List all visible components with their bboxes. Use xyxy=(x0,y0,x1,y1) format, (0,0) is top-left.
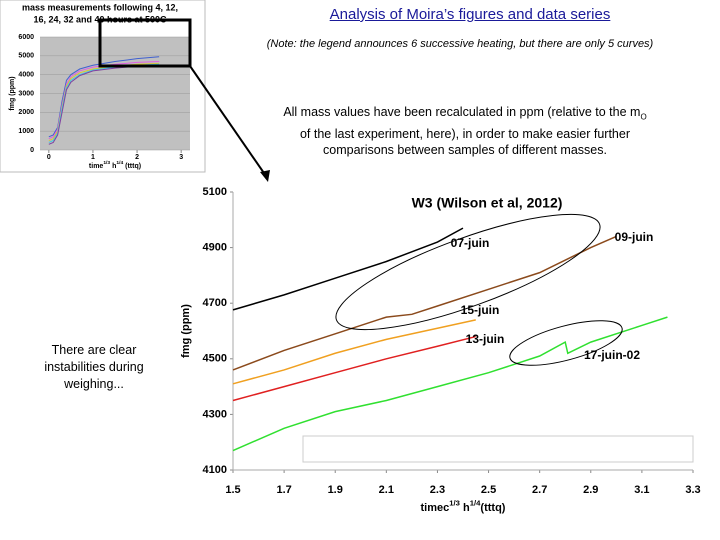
highlight-ellipse xyxy=(509,320,623,366)
curve-label: 15-juin xyxy=(461,303,500,317)
y-tick-label: 4500 xyxy=(203,353,227,365)
data-line xyxy=(232,227,464,311)
x-tick-label: 2.5 xyxy=(481,484,496,496)
y-tick-label: 4300 xyxy=(203,408,227,420)
x-tick-label: 0 xyxy=(47,154,51,161)
label-part: (tttq) xyxy=(123,163,141,170)
superscript: 1/3 xyxy=(449,499,460,508)
x-tick-label: 2.9 xyxy=(583,484,598,496)
x-tick-label: 1 xyxy=(91,154,95,161)
legend-box xyxy=(302,435,694,463)
highlight-ellipse xyxy=(335,213,601,331)
label-part: (tttq) xyxy=(480,502,505,514)
arrow-head xyxy=(260,170,270,182)
label-part: time xyxy=(89,163,104,170)
y-tick-label: 1000 xyxy=(18,128,34,135)
data-line xyxy=(48,56,160,138)
x-tick-label: 3 xyxy=(179,154,183,161)
curve-label: 07-juin xyxy=(451,236,490,250)
superscript: 1/4 xyxy=(116,160,123,166)
x-tick-label: 2.3 xyxy=(430,484,445,496)
superscript: 1/4 xyxy=(470,499,481,508)
text: of the last experiment, here), in order … xyxy=(299,126,631,157)
y-tick-label: 4900 xyxy=(203,242,227,254)
x-tick-label: 1.7 xyxy=(276,484,291,496)
label-part: h xyxy=(110,163,116,170)
note: (Note: the legend announces 6 successive… xyxy=(266,38,654,50)
side-note: There are clear instabilities during wei… xyxy=(44,343,144,391)
data-line xyxy=(232,316,668,452)
subscript: O xyxy=(640,112,647,122)
paragraph: All mass values have been recalculated i… xyxy=(280,104,650,158)
zoom-box xyxy=(98,18,192,68)
y-axis-label: fmg (ppm) xyxy=(9,76,16,110)
y-tick-label: 6000 xyxy=(18,34,34,41)
superscript: 1/3 xyxy=(103,160,110,166)
data-line xyxy=(48,60,160,140)
slide-title: Analysis of Moira’s figures and data ser… xyxy=(329,6,611,23)
y-tick-label: 4100 xyxy=(203,464,227,476)
x-tick-label: 3.3 xyxy=(685,484,700,496)
axis-line xyxy=(232,192,693,471)
y-tick-label: 4700 xyxy=(203,297,227,309)
zoom-arrow xyxy=(189,65,267,177)
x-tick-label: 1.9 xyxy=(328,484,343,496)
data-line xyxy=(232,235,617,371)
axis-label: timec1/3 h1/4(tttq) xyxy=(421,499,506,514)
data-line xyxy=(232,319,476,385)
text: All mass values have been recalculated i… xyxy=(283,105,641,119)
y-axis-label: fmg (ppm) xyxy=(180,304,192,358)
curve-label: 13-juin xyxy=(466,332,505,346)
y-tick-label: 3000 xyxy=(18,90,34,97)
data-line xyxy=(232,335,476,402)
curve-label: 17-juin-02 xyxy=(584,348,640,362)
y-tick-label: 0 xyxy=(30,147,34,154)
chart-title: mass measurements following 4, 12, xyxy=(22,2,178,12)
y-tick-label: 2000 xyxy=(18,109,34,116)
x-tick-label: 2.1 xyxy=(379,484,394,496)
label-part: h xyxy=(460,502,470,514)
y-tick-label: 4000 xyxy=(18,72,34,79)
label-part: timec xyxy=(421,502,450,514)
curve-label: 09-juin xyxy=(615,230,654,244)
x-tick-label: 2 xyxy=(135,154,139,161)
chart-title: W3 (Wilson et al, 2012) xyxy=(412,195,563,211)
y-tick-label: 5100 xyxy=(203,186,227,198)
x-tick-label: 3.1 xyxy=(634,484,649,496)
x-tick-label: 1.5 xyxy=(225,484,240,496)
x-tick-label: 2.7 xyxy=(532,484,547,496)
y-tick-label: 5000 xyxy=(18,53,34,60)
axis-label: time1/3 h1/4 (tttq) xyxy=(89,160,141,169)
